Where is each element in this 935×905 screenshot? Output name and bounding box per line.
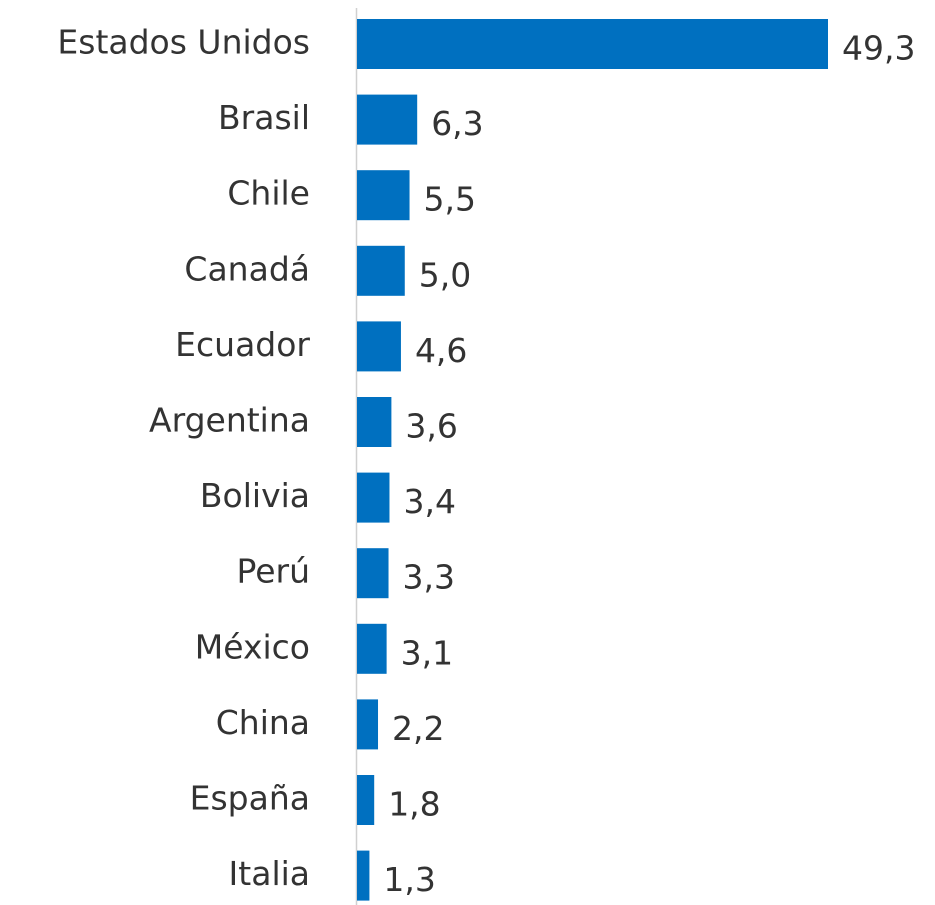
value-label: 6,3 (431, 104, 483, 143)
value-label: 1,8 (388, 785, 440, 824)
value-label: 49,3 (842, 29, 915, 68)
bar (357, 170, 410, 221)
value-label: 2,2 (392, 709, 444, 748)
value-label: 3,3 (403, 558, 455, 597)
bar (357, 94, 418, 145)
category-label: Brasil (218, 98, 310, 137)
category-label: Chile (227, 174, 310, 213)
bar (357, 850, 370, 901)
category-label: Estados Unidos (57, 23, 310, 62)
category-label: Argentina (149, 401, 310, 440)
bar (357, 245, 405, 296)
category-label: China (216, 703, 310, 742)
category-label: Italia (229, 854, 310, 893)
value-label: 3,4 (403, 482, 455, 521)
bar (357, 321, 401, 372)
category-label: Canadá (184, 249, 310, 288)
value-label: 5,0 (419, 255, 471, 294)
bar (357, 623, 387, 674)
bar (357, 548, 389, 599)
bar (357, 19, 828, 69)
bar (357, 472, 390, 523)
category-label: España (190, 779, 310, 818)
bar (357, 699, 379, 750)
value-label: 4,6 (415, 331, 467, 370)
category-label: Ecuador (175, 325, 310, 364)
category-label: Bolivia (200, 476, 310, 515)
bar (357, 397, 392, 447)
value-label: 3,6 (405, 407, 457, 446)
value-label: 5,5 (424, 180, 476, 219)
value-label: 3,1 (401, 633, 453, 672)
category-label: Perú (236, 552, 310, 591)
category-label: México (195, 627, 310, 666)
value-label: 1,3 (383, 860, 435, 899)
bar (357, 775, 375, 825)
